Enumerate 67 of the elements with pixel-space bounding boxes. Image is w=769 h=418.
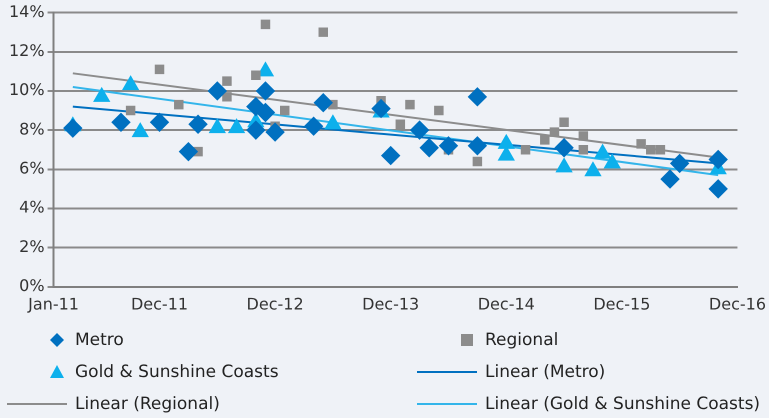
point (314, 93, 333, 112)
y-tick-label: 12% (9, 40, 45, 60)
legend-label: Metro (75, 330, 124, 350)
point (540, 135, 550, 145)
point (468, 136, 487, 156)
x-tick-label: Dec-13 (362, 294, 420, 314)
point (174, 100, 184, 110)
legend-label: Regional (485, 330, 558, 350)
y-tick-label: 2% (19, 236, 45, 256)
point (318, 27, 328, 37)
point (559, 118, 569, 128)
x-tick-label: Dec-16 (708, 294, 766, 314)
point (405, 100, 415, 110)
point (256, 81, 275, 100)
y-tick-label: 8% (19, 119, 45, 138)
point (468, 87, 487, 106)
y-tick-label: 4% (19, 198, 45, 217)
point (381, 146, 400, 166)
point (646, 144, 656, 154)
point (256, 102, 275, 122)
legend-label: Linear (Metro) (485, 362, 606, 382)
point (670, 154, 690, 173)
legend-label: Linear (Regional) (75, 394, 220, 414)
point (126, 106, 136, 116)
point (154, 64, 164, 74)
point (178, 142, 198, 162)
point (578, 144, 588, 154)
point (410, 120, 430, 140)
point (111, 112, 130, 132)
x-tick-label: Dec-11 (130, 294, 188, 314)
x-tick-label: Dec-14 (478, 294, 535, 314)
point (636, 139, 646, 149)
point (222, 76, 232, 86)
point (63, 118, 82, 138)
point (660, 170, 680, 189)
point (188, 114, 208, 134)
x-tick-label: Jan-11 (27, 294, 79, 314)
y-tick-label: 10% (9, 80, 45, 100)
point (520, 144, 530, 154)
point (434, 106, 444, 116)
point (708, 179, 728, 198)
point (708, 150, 728, 169)
point (420, 138, 439, 158)
x-tick-label: Dec-15 (593, 294, 650, 314)
point (246, 120, 266, 140)
point (656, 144, 666, 154)
point (550, 127, 560, 137)
point (222, 92, 232, 102)
point (372, 99, 391, 118)
x-tick-label: Dec-12 (246, 294, 304, 314)
point (396, 119, 406, 129)
point (208, 81, 227, 100)
point (438, 136, 458, 156)
legend-label: Linear (Gold & Sunshine Coasts) (485, 394, 760, 414)
point (472, 156, 482, 166)
y-tick-label: 14% (9, 2, 45, 21)
point (266, 122, 285, 142)
point (304, 116, 324, 136)
point (251, 70, 261, 80)
legend-label: Gold & Sunshine Coasts (75, 362, 279, 382)
point (578, 131, 588, 141)
y-tick-label: 0% (19, 276, 45, 295)
point (554, 138, 574, 158)
point (260, 20, 270, 30)
point (150, 112, 170, 132)
point (280, 106, 290, 116)
y-tick-label: 6% (19, 158, 45, 178)
